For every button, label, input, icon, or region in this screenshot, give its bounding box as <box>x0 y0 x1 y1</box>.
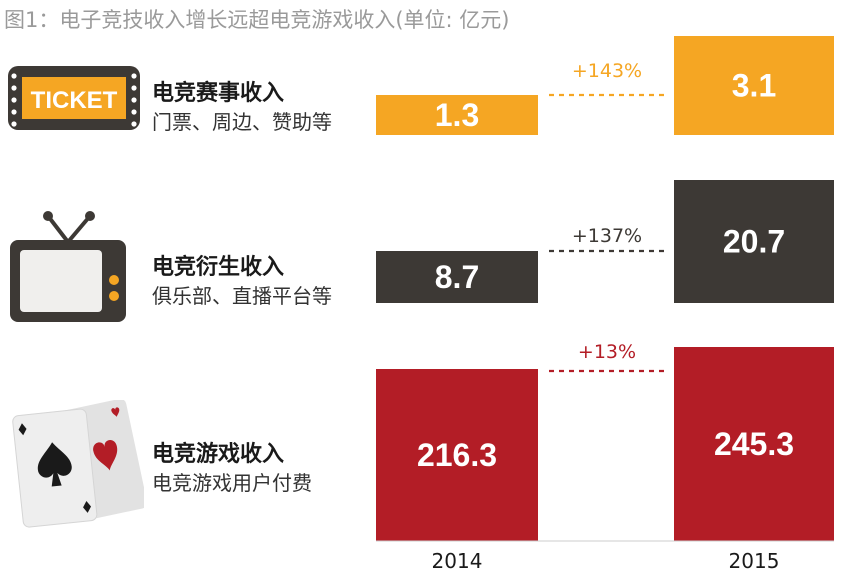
row-label-events: 电竞赛事收入 门票、周边、赞助等 <box>152 80 332 136</box>
ticket-icon: TICKET <box>8 66 140 134</box>
bar-2014-1 <box>376 251 538 303</box>
growth-label: +137% <box>572 225 642 247</box>
growth-label: +143% <box>572 60 642 82</box>
year-label: 2014 <box>432 549 483 573</box>
playing-cards-icon <box>12 398 148 532</box>
ticket-icon-text: TICKET <box>31 87 118 114</box>
tv-icon <box>10 210 128 326</box>
bar-2015-0 <box>674 36 834 135</box>
bar-2014-2 <box>376 369 538 541</box>
bar-2015-1 <box>674 180 834 303</box>
chart-title: 图1：电子竞技收入增长远超电竞游戏收入(单位: 亿元) <box>4 8 510 32</box>
row-title: 电竞赛事收入 <box>152 81 285 106</box>
bar-value-label: 216.3 <box>417 437 497 473</box>
year-label: 2015 <box>729 549 780 573</box>
bar-value-label: 20.7 <box>723 224 785 260</box>
bar-value-label: 3.1 <box>732 68 776 104</box>
growth-label: +13% <box>578 341 636 363</box>
bar-2014-0 <box>376 95 538 135</box>
row-label-derivative: 电竞衍生收入 俱乐部、直播平台等 <box>152 254 332 310</box>
bar-value-label: 8.7 <box>435 259 479 295</box>
row-title: 电竞衍生收入 <box>152 255 285 280</box>
row-label-games: 电竞游戏收入 电竞游戏用户付费 <box>152 441 312 497</box>
row-subtitle: 俱乐部、直播平台等 <box>152 284 332 308</box>
row-subtitle: 门票、周边、赞助等 <box>152 110 332 134</box>
row-title: 电竞游戏收入 <box>152 442 285 467</box>
bar-2015-2 <box>674 347 834 541</box>
bar-value-label: 1.3 <box>435 97 479 133</box>
row-subtitle: 电竞游戏用户付费 <box>152 471 312 495</box>
bar-value-label: 245.3 <box>714 426 794 462</box>
